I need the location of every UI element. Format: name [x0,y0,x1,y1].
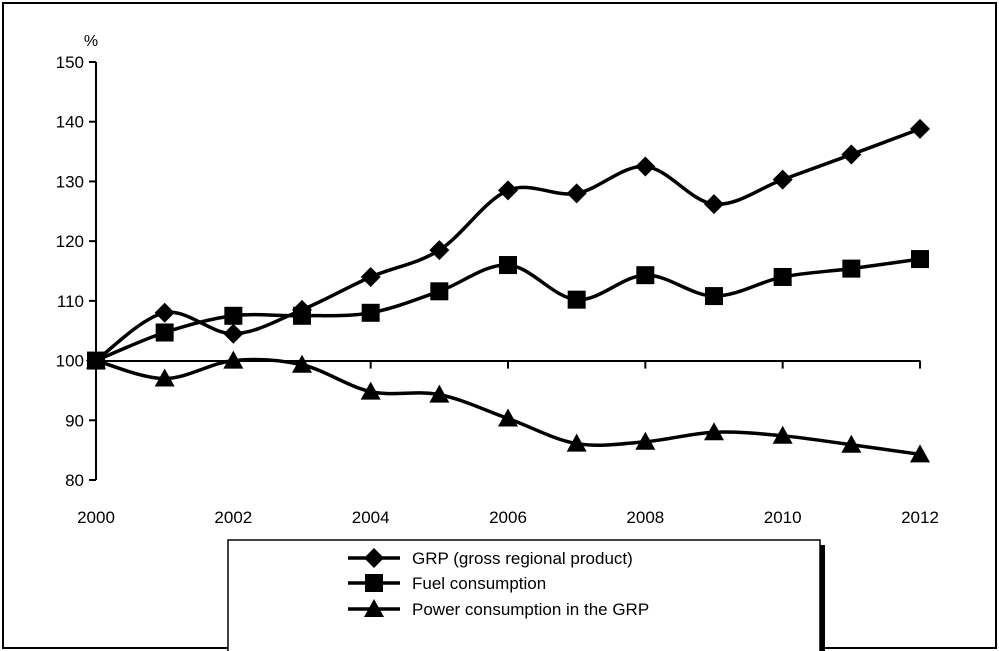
legend: GRP (gross regional product) Fuel consump… [227,539,825,651]
diamond-marker [910,118,930,139]
x-tick-label: 2010 [764,508,802,527]
triangle-marker [910,444,930,463]
triangle-marker [635,431,656,450]
x-ticks: 2000 2002 2004 2006 2008 2010 2012 [77,360,939,527]
triangle-marker [841,434,862,453]
y-tick-label: 130 [56,172,84,191]
legend-box [227,539,821,651]
legend-square-marker [365,574,383,592]
diamond-marker [429,240,450,261]
triangle-marker [772,425,793,444]
square-marker [773,267,792,286]
square-marker [911,250,929,269]
square-marker [567,290,586,309]
series-line [95,257,921,363]
diamond-marker [841,144,862,165]
diamond-marker [635,156,656,177]
y-ticks: 80 90 100 110 120 130 140 150 [56,53,96,490]
square-marker [361,303,380,322]
triangle-marker [498,408,518,427]
x-tick-label: 2004 [352,508,390,527]
triangle-marker [223,350,244,369]
triangle-marker [429,384,450,403]
square-marker [499,256,517,275]
y-tick-label: 140 [56,113,84,132]
square-marker [430,282,449,301]
legend-triangle-marker [364,599,384,617]
series-markers [86,118,930,463]
legend-label: Power consumption in the GRP [412,600,649,619]
x-tick-label: 2000 [77,508,115,527]
triangle-marker [360,381,381,400]
y-tick-label: 110 [57,292,84,311]
triangle-marker [86,350,106,369]
y-tick-label: 90 [65,411,84,430]
x-tick-label: 2006 [489,508,527,527]
square-marker [224,306,243,325]
diamond-marker [360,266,381,287]
legend-label: Fuel consumption [412,574,546,593]
diamond-marker [223,323,244,344]
x-tick-label: 2008 [626,508,664,527]
legend-label: GRP (gross regional product) [412,549,633,568]
series-lines [94,127,921,457]
series-line [94,127,921,363]
triangle-marker [292,354,312,373]
series-line [95,357,921,457]
square-marker [842,259,861,278]
x-tick-label: 2012 [901,508,939,527]
diamond-marker [704,194,724,215]
triangle-marker [704,422,724,441]
triangle-marker [566,433,587,452]
diamond-marker [566,183,587,204]
y-tick-label: 120 [56,232,84,251]
diamond-marker [772,169,793,190]
y-tick-label: 150 [56,53,84,72]
legend-diamond-marker [364,548,384,568]
diamond-marker [154,302,175,323]
diamond-marker [498,180,518,201]
y-tick-label: 80 [65,471,84,490]
square-marker [705,287,723,306]
x-tick-label: 2002 [214,508,252,527]
square-marker [155,323,174,342]
square-marker [293,306,311,325]
triangle-marker [154,368,175,387]
y-tick-label: 100 [56,352,84,371]
y-axis-label: % [84,33,98,50]
square-marker [636,266,655,285]
